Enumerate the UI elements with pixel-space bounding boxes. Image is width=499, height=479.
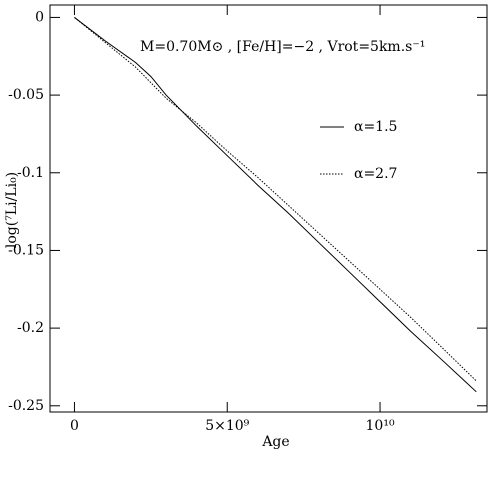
plot-frame [49,4,488,413]
y-tick-label: -0.05 [8,87,44,103]
y-axis-label: log(⁷Li/Li₀) [4,172,20,248]
legend-label: α=2.7 [354,166,397,182]
y-tick-label: -0.1 [17,165,44,181]
x-tick-label: 10¹⁰ [366,418,395,434]
y-tick-label: 0 [35,9,44,25]
y-tick-label: -0.2 [17,320,44,336]
y-tick-label: -0.15 [8,242,44,258]
line-series [74,17,477,382]
legend-label: α=1.5 [354,119,397,135]
x-axis-label: Age [261,434,289,450]
annotation: M=0.70M⊙ , [Fe/H]=−2 , Vrot=5km.s⁻¹ [140,39,425,55]
x-tick-label: 5×10⁹ [205,418,249,434]
x-tick-label: 0 [70,418,79,434]
line-series [74,17,477,393]
y-tick-label: -0.25 [8,398,44,414]
